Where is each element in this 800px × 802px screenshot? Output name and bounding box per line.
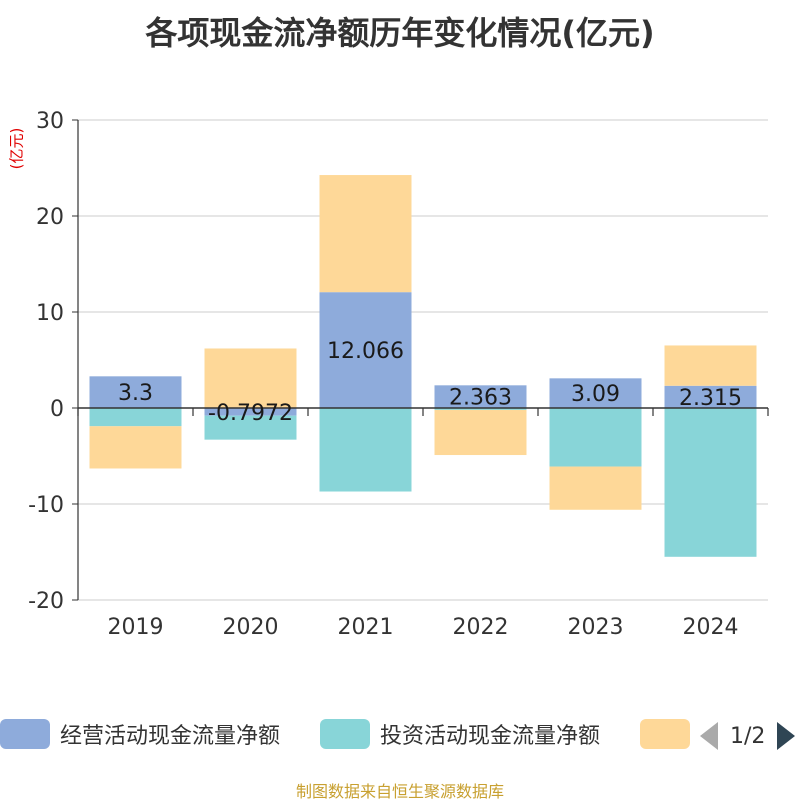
bar-3-2024 xyxy=(664,345,757,386)
bar-1-2024 xyxy=(664,385,757,408)
x-tick-label: 2024 xyxy=(683,615,739,640)
bar-1-2021 xyxy=(319,292,412,408)
bar-1-2019 xyxy=(89,376,182,408)
legend-item-operating[interactable]: 经营活动现金流量净额 xyxy=(0,716,280,752)
y-tick-label: 20 xyxy=(36,205,64,230)
bar-1-2022 xyxy=(434,385,527,408)
legend-prev-page-icon[interactable] xyxy=(700,722,718,750)
bar-2-2024 xyxy=(664,408,757,557)
x-tick-label: 2020 xyxy=(223,615,279,640)
y-tick-label: 10 xyxy=(36,301,64,326)
legend-swatch xyxy=(640,719,690,749)
chart-title: 各项现金流净额历年变化情况(亿元) xyxy=(145,14,655,52)
bar-3-2019 xyxy=(89,426,182,469)
bar-3-2020 xyxy=(204,348,297,408)
bar-1-2020 xyxy=(204,408,297,416)
legend: 经营活动现金流量净额 投资活动现金流量净额 1/2 xyxy=(0,716,800,756)
y-tick-label: -10 xyxy=(28,493,64,518)
data-label: 3.3 xyxy=(118,381,153,406)
x-tick-label: 2021 xyxy=(338,615,394,640)
data-label: 2.315 xyxy=(679,386,742,411)
x-tick-label: 2019 xyxy=(108,615,164,640)
data-label: 12.066 xyxy=(327,339,404,364)
legend-next-page-icon[interactable] xyxy=(777,722,796,750)
bar-3-2021 xyxy=(319,175,412,293)
y-tick-label: 0 xyxy=(50,397,64,422)
y-tick-label: 30 xyxy=(36,109,64,134)
legend-swatch xyxy=(0,719,50,749)
bar-3-2022 xyxy=(434,409,527,456)
x-tick-label: 2023 xyxy=(568,615,624,640)
legend-swatch xyxy=(320,719,370,749)
bar-2-2021 xyxy=(319,408,412,492)
bar-2-2023 xyxy=(549,408,642,467)
x-tick-label: 2022 xyxy=(453,615,509,640)
legend-pager: 1/2 xyxy=(700,720,796,752)
data-label: 3.09 xyxy=(571,382,620,407)
data-label: 2.363 xyxy=(449,386,512,411)
bar-3-2023 xyxy=(549,466,642,510)
bar-2-2019 xyxy=(89,408,182,427)
legend-label: 经营活动现金流量净额 xyxy=(60,724,281,749)
legend-item-third[interactable] xyxy=(640,716,700,752)
legend-label: 投资活动现金流量净额 xyxy=(380,724,601,749)
legend-page-indicator: 1/2 xyxy=(730,723,766,749)
data-source-note: 制图数据来自恒生聚源数据库 xyxy=(295,782,504,801)
bar-1-2023 xyxy=(549,378,642,408)
legend-item-investing[interactable]: 投资活动现金流量净额 xyxy=(320,716,600,752)
y-tick-label: -20 xyxy=(28,589,64,614)
bar-2-2020 xyxy=(204,415,297,440)
data-label: -0.7972 xyxy=(208,401,293,426)
bar-2-2022 xyxy=(434,408,527,410)
